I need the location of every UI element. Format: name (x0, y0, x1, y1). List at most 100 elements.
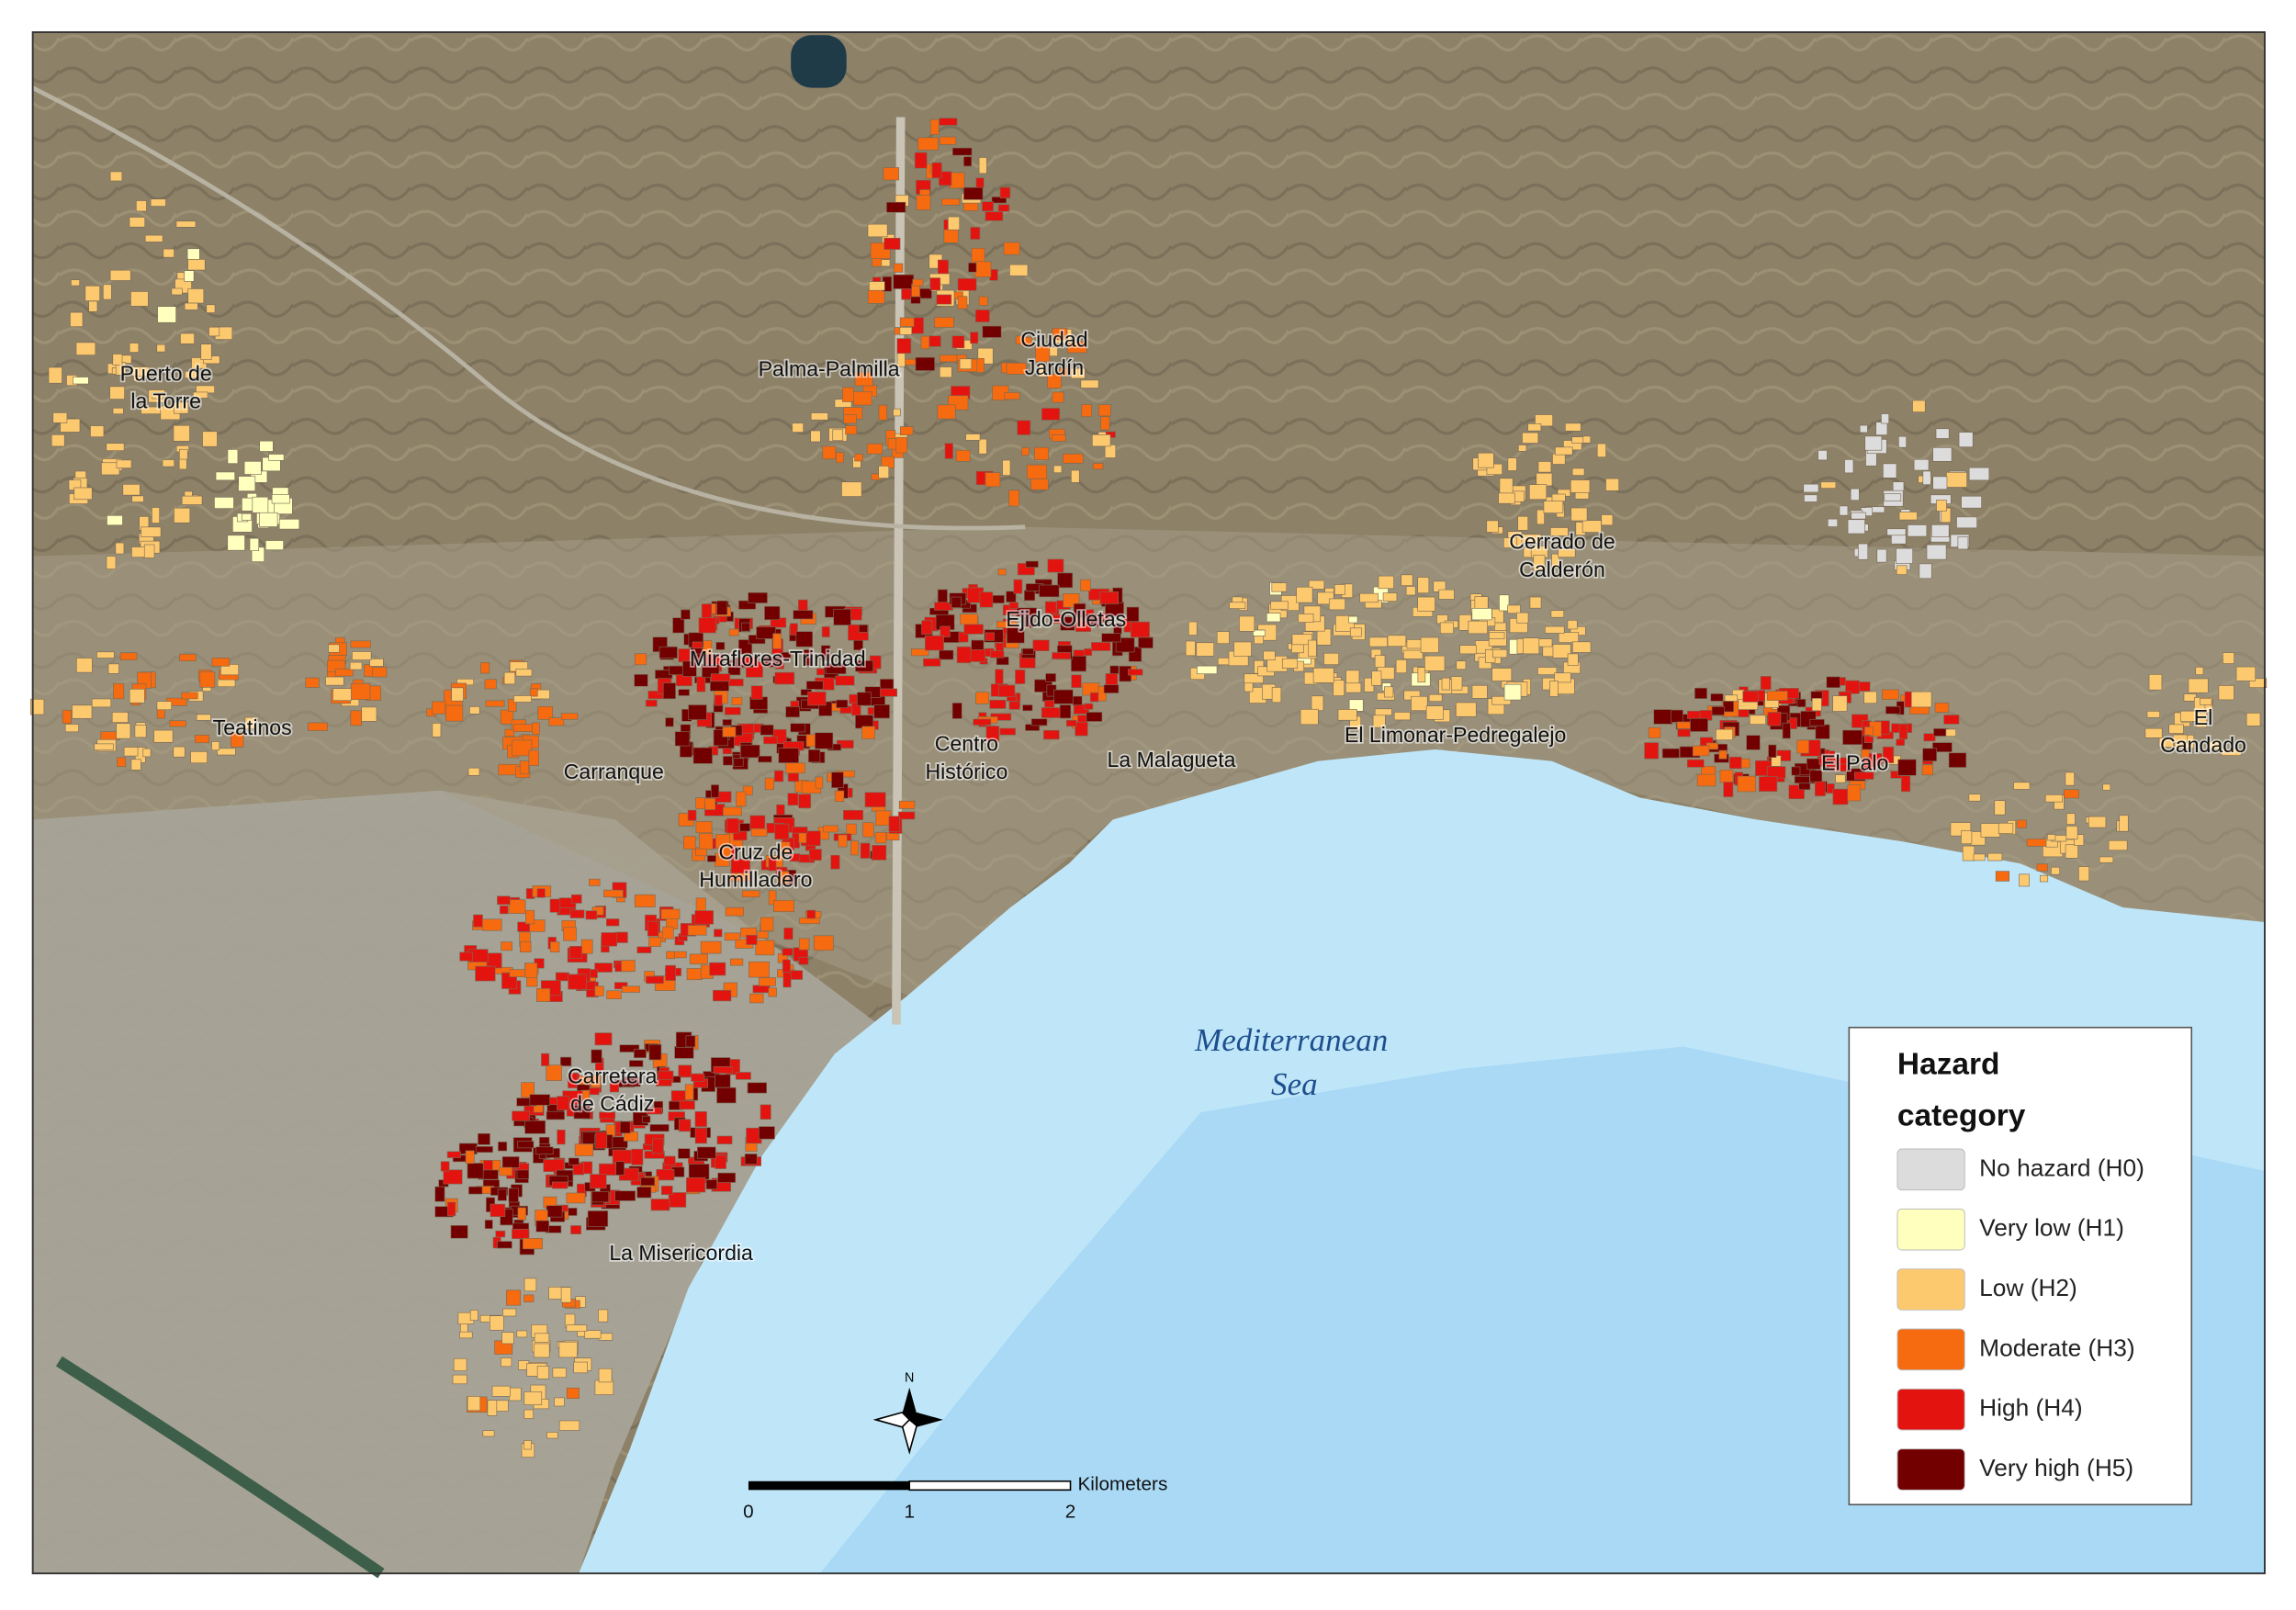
urban-block (1932, 447, 1953, 462)
urban-block (129, 217, 146, 228)
urban-block (115, 542, 125, 555)
urban-block (2044, 794, 2063, 803)
urban-block (955, 449, 971, 462)
urban-block (681, 609, 691, 620)
urban-block (741, 622, 750, 632)
urban-block (669, 665, 684, 675)
urban-block (1057, 572, 1074, 589)
urban-block (62, 709, 72, 725)
urban-block (1008, 490, 1019, 507)
urban-block (549, 941, 560, 952)
urban-block (560, 713, 579, 720)
urban-block (1910, 691, 1932, 708)
urban-block (965, 433, 981, 441)
urban-block (606, 990, 622, 999)
urban-block (622, 985, 640, 993)
urban-block (1742, 691, 1759, 703)
urban-block (2221, 749, 2242, 756)
urban-block (369, 658, 384, 667)
urban-block (1312, 668, 1334, 683)
urban-block (1196, 642, 1215, 657)
urban-block (501, 1156, 520, 1168)
place-label: Calderón (1519, 557, 1605, 581)
urban-block (1922, 470, 1931, 485)
urban-block (1417, 577, 1430, 594)
urban-block (2168, 724, 2184, 734)
urban-block (609, 1082, 620, 1093)
urban-block (881, 259, 891, 267)
urban-block (495, 1230, 506, 1238)
urban-block (452, 1374, 467, 1385)
urban-block (2078, 866, 2090, 882)
urban-block (1791, 766, 1801, 776)
place-label: Jardín (1025, 355, 1084, 379)
urban-block (2016, 819, 2027, 828)
urban-block (482, 918, 502, 931)
urban-block (1711, 706, 1725, 715)
urban-block (748, 591, 768, 603)
place-label: Ciudad (1020, 328, 1087, 352)
urban-block (196, 714, 211, 721)
urban-block (502, 1308, 517, 1317)
urban-block (243, 460, 262, 475)
urban-block (867, 288, 885, 304)
urban-block (512, 724, 535, 732)
urban-block (866, 443, 884, 455)
urban-block (587, 1210, 609, 1227)
urban-block (1047, 558, 1064, 573)
urban-block (642, 1115, 651, 1123)
urban-block (1558, 548, 1576, 558)
urban-block (999, 727, 1016, 736)
urban-block (174, 507, 191, 524)
urban-block (574, 1143, 594, 1156)
urban-block (662, 682, 676, 700)
urban-block (595, 1132, 608, 1149)
urban-block (713, 1065, 733, 1074)
urban-block (717, 1172, 737, 1183)
urban-block (1961, 495, 1982, 509)
urban-block (920, 335, 930, 350)
urban-block (914, 152, 928, 169)
urban-block (1438, 589, 1455, 600)
urban-block (434, 1186, 445, 1202)
urban-block (485, 700, 505, 707)
urban-block (1923, 733, 1936, 742)
urban-block (107, 514, 123, 526)
urban-block (227, 535, 245, 551)
urban-block (500, 905, 509, 915)
urban-block (1528, 484, 1548, 501)
urban-block (872, 845, 887, 861)
urban-block (432, 701, 446, 715)
urban-block (1766, 691, 1788, 701)
urban-block (1507, 457, 1517, 471)
urban-block (171, 287, 183, 296)
urban-block (1478, 452, 1494, 468)
urban-block (815, 732, 834, 749)
urban-block (1767, 712, 1782, 726)
urban-block (1896, 547, 1913, 564)
urban-block (521, 1082, 535, 1098)
urban-block (1271, 687, 1282, 704)
urban-block (509, 1387, 522, 1402)
urban-block (2065, 844, 2078, 859)
urban-block (1349, 627, 1362, 637)
urban-block (75, 658, 93, 673)
urban-block (1091, 642, 1111, 651)
urban-block (921, 620, 933, 635)
urban-block (555, 972, 570, 982)
urban-block (1644, 742, 1660, 760)
urban-block (823, 825, 838, 833)
place-label: de Cádiz (570, 1092, 654, 1116)
urban-block (480, 662, 490, 674)
urban-block (2119, 815, 2129, 832)
urban-block (475, 965, 496, 982)
urban-block (102, 284, 112, 300)
urban-block (947, 216, 961, 231)
map-frame (31, 31, 2266, 1575)
urban-block (549, 898, 561, 913)
urban-block (1737, 775, 1756, 793)
urban-block (688, 1164, 710, 1180)
urban-block (1809, 718, 1825, 726)
urban-block (119, 652, 138, 660)
urban-block (536, 888, 546, 898)
